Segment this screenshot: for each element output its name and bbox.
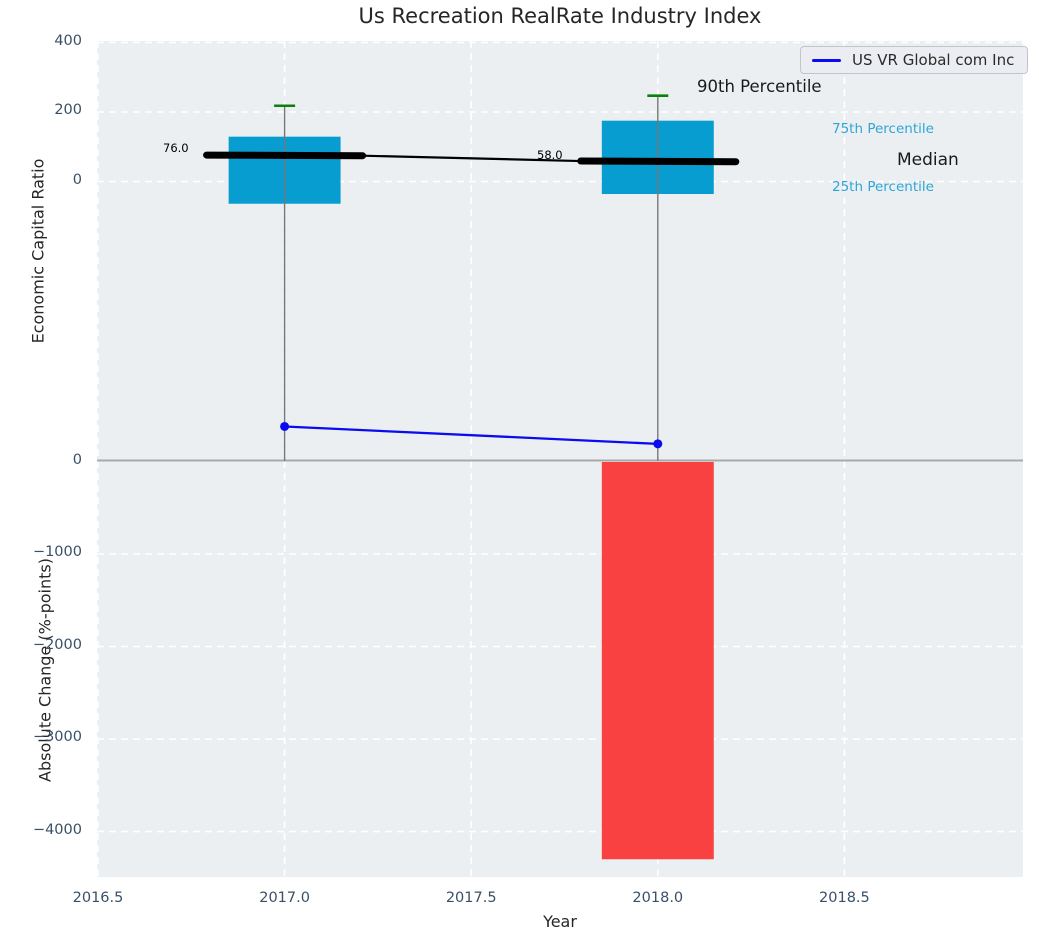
median-value-label-2017: 76.0 <box>163 141 189 155</box>
annotation-25th-percentile: 25th Percentile <box>832 179 934 195</box>
legend-series-label: US VR Global com Inc <box>852 51 1015 69</box>
median-segment-2017 <box>203 151 367 160</box>
company-line <box>284 425 658 446</box>
x-tick-2018.0: 2018.0 <box>632 890 684 906</box>
top-y-axis-label: Economic Capital Ratio <box>28 158 48 344</box>
company-marker <box>280 421 290 431</box>
median-segment-2018 <box>577 157 740 166</box>
y-tick-top-400: 400 <box>54 32 82 49</box>
x-tick-2017.5: 2017.5 <box>445 890 497 906</box>
y-tick-bottom-0: 0 <box>72 451 82 468</box>
company-marker <box>653 439 663 449</box>
legend: US VR Global com Inc <box>800 46 1028 74</box>
y-tick-bottom--1000: −1000 <box>32 544 82 560</box>
x-tick-2016.5: 2016.5 <box>72 890 124 906</box>
median-connector <box>362 154 581 163</box>
x-tick-2018.5: 2018.5 <box>819 890 870 906</box>
y-tick-top-0: 0 <box>72 171 82 188</box>
chart-title: Us Recreation RealRate Industry Index <box>358 4 762 28</box>
y-tick-bottom--4000: −4000 <box>32 821 82 838</box>
y-tick-bottom--2000: −2000 <box>32 636 82 653</box>
median-value-label-2018: 58.0 <box>537 148 563 162</box>
y-tick-top-200: 200 <box>54 102 82 118</box>
x-axis-label: Year <box>543 912 577 931</box>
legend-line-swatch <box>812 58 841 62</box>
y-tick-bottom--3000: −3000 <box>32 729 82 745</box>
bottom-y-axis-label: Absolute Change (%-points) <box>35 558 55 782</box>
annotation-90th-percentile: 90th Percentile <box>697 77 822 96</box>
x-tick-2017.0: 2017.0 <box>259 890 310 906</box>
annotation-median: Median <box>897 150 959 170</box>
annotation-75th-percentile: 75th Percentile <box>832 121 934 137</box>
change-bar-2018 <box>601 462 714 860</box>
